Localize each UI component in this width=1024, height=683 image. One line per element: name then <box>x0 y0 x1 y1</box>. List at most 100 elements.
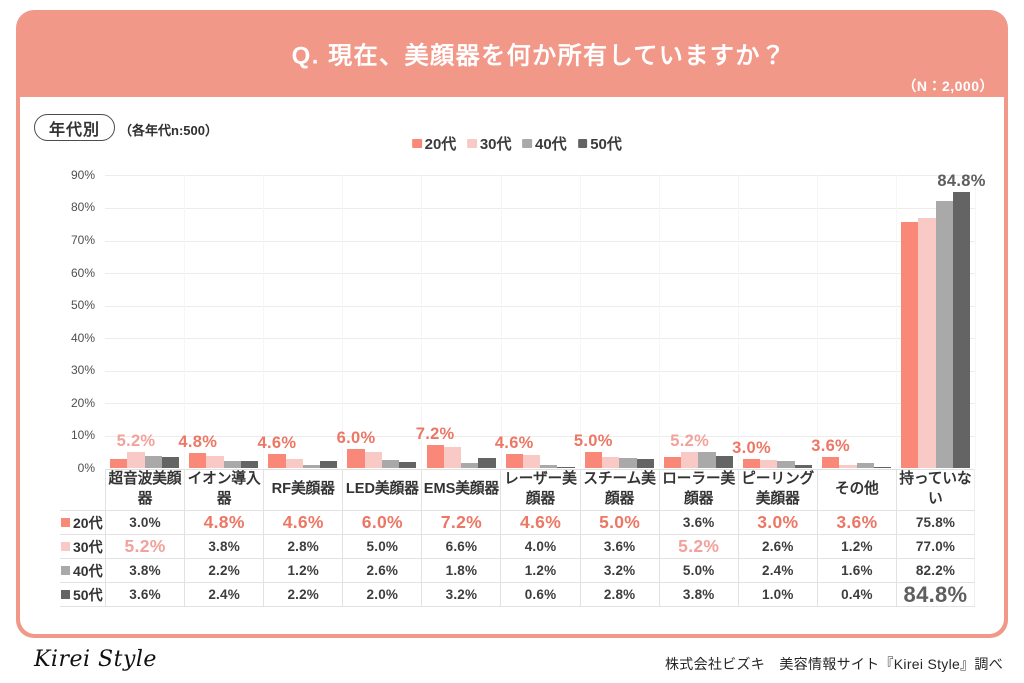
category-separator <box>421 175 423 469</box>
bar-20代-RF美顔器 <box>268 453 286 469</box>
value-cell-20代-EMS美顔器: 7.2% <box>421 511 501 535</box>
value-cell-30代-スチーム美顔器: 3.6% <box>579 535 659 559</box>
page-title: Q. 現在、美顔器を何か所有していますか？ <box>291 42 787 70</box>
category-separator <box>184 175 186 469</box>
bar-20代-スチーム美顔器 <box>584 452 602 469</box>
legend-swatch-icon <box>467 138 477 149</box>
legend-label: 40代 <box>535 136 567 153</box>
value-cell-50代-RF美顔器: 2.2% <box>263 583 343 607</box>
value-cell-50代-EMS美顔器: 3.2% <box>421 583 501 607</box>
bar-40代-ピーリング美顔器 <box>777 460 795 469</box>
bar-30代-その他 <box>839 464 857 469</box>
card-body <box>20 97 1004 634</box>
age-group-badge-label: 年代別 <box>49 121 101 139</box>
y-axis-tick-label: 50% <box>70 298 95 313</box>
category-separator <box>500 175 502 469</box>
max-value-label: 5.2% <box>670 431 710 450</box>
bar-20代-ピーリング美顔器 <box>742 458 761 469</box>
bar-50代-EMS美顔器 <box>478 458 496 469</box>
value-cell-20代-スチーム美顔器: 5.0% <box>579 511 659 535</box>
age-group-badge: 年代別 <box>34 114 116 141</box>
row-header-label: 20代 <box>73 514 103 531</box>
value-cell-40代-その他: 1.6% <box>816 559 896 583</box>
row-header-50代: 50代 <box>60 583 105 607</box>
bar-40代-持っていない <box>935 200 953 469</box>
row-header-label: 40代 <box>73 562 103 579</box>
bar-50代-スチーム美顔器 <box>636 459 654 469</box>
bar-30代-EMS美顔器 <box>443 447 462 469</box>
max-value-label: 6.0% <box>336 428 376 447</box>
value-cell-50代-持っていない: 84.8% <box>895 582 976 607</box>
gridline <box>105 370 976 372</box>
legend-label: 50代 <box>590 136 622 153</box>
legend-swatch-icon <box>412 138 422 149</box>
bar-40代-EMS美顔器 <box>461 462 479 469</box>
row-header-40代: 40代 <box>60 559 105 583</box>
max-value-label: 84.8% <box>937 172 986 191</box>
credit-text: 株式会社ビズキ 美容情報サイト『Kirei Style』調べ <box>664 656 1003 672</box>
y-axis-tick-label: 30% <box>70 363 95 378</box>
value-cell-40代-レーザー美顔器: 1.2% <box>500 559 580 583</box>
value-cell-30代-その他: 1.2% <box>816 535 896 559</box>
bar-20代-超音波美顔器 <box>110 458 128 469</box>
max-value-label: 4.6% <box>494 433 534 452</box>
bar-40代-LED美顔器 <box>381 460 400 469</box>
value-cell-30代-イオン導入器: 3.8% <box>184 535 264 559</box>
brand-logo: Kirei Style <box>34 647 157 672</box>
value-cell-50代-LED美顔器: 2.0% <box>342 583 422 607</box>
bar-20代-イオン導入器 <box>189 452 207 469</box>
bar-30代-超音波美顔器 <box>127 451 145 469</box>
value-cell-30代-持っていない: 77.0% <box>895 535 976 559</box>
bar-30代-レーザー美顔器 <box>522 455 541 469</box>
value-cell-40代-ローラー美顔器: 5.0% <box>658 559 738 583</box>
bar-20代-LED美顔器 <box>347 448 365 469</box>
y-axis-tick-label: 20% <box>70 395 95 410</box>
bar-30代-RF美顔器 <box>285 459 303 469</box>
category-separator <box>342 175 344 469</box>
bar-20代-その他 <box>822 456 840 469</box>
bar-30代-LED美顔器 <box>364 452 382 469</box>
value-cell-40代-LED美顔器: 2.6% <box>342 559 422 583</box>
column-header-ローラー美顔器: ローラー美顔器 <box>658 468 738 511</box>
gridline <box>105 175 976 177</box>
value-cell-40代-RF美顔器: 1.2% <box>263 559 343 583</box>
y-axis-tick-label: 90% <box>70 167 95 182</box>
table-corner-cell <box>60 469 105 511</box>
row-header-20代: 20代 <box>60 511 105 535</box>
value-cell-50代-その他: 0.4% <box>816 583 896 607</box>
bar-40代-イオン導入器 <box>223 461 241 469</box>
value-cell-40代-超音波美顔器: 3.8% <box>105 559 185 583</box>
category-separator <box>975 175 977 469</box>
bar-30代-持っていない <box>918 217 936 469</box>
row-header-30代: 30代 <box>60 535 105 559</box>
bar-50代-LED美顔器 <box>399 461 417 469</box>
row-swatch-icon <box>61 518 70 527</box>
category-separator <box>579 175 581 469</box>
column-header-イオン導入器: イオン導入器 <box>184 468 264 511</box>
max-value-label: 4.6% <box>257 433 297 452</box>
category-separator <box>658 175 660 469</box>
category-separator <box>896 175 897 469</box>
row-header-label: 50代 <box>73 586 103 603</box>
gridline <box>105 207 976 209</box>
category-separator <box>263 175 265 469</box>
gridline <box>105 273 976 275</box>
bar-40代-超音波美顔器 <box>144 456 162 469</box>
value-cell-20代-レーザー美顔器: 4.6% <box>500 511 580 535</box>
value-cell-50代-ローラー美顔器: 3.8% <box>658 583 738 607</box>
gridline <box>105 338 976 340</box>
value-cell-20代-RF美顔器: 4.6% <box>263 511 343 535</box>
column-header-超音波美顔器: 超音波美顔器 <box>105 468 185 511</box>
row-header-label: 30代 <box>73 538 103 555</box>
column-header-EMS美顔器: EMS美顔器 <box>421 468 501 511</box>
bar-40代-その他 <box>856 463 874 469</box>
bar-50代-RF美顔器 <box>320 461 338 469</box>
legend-swatch-icon <box>577 138 588 149</box>
bar-50代-イオン導入器 <box>241 460 259 469</box>
legend-item-30代: 30代 <box>467 133 512 154</box>
y-axis-tick-label: 80% <box>70 200 95 215</box>
bar-30代-スチーム美顔器 <box>601 456 620 469</box>
row-swatch-icon <box>61 542 70 551</box>
value-cell-20代-ローラー美顔器: 3.6% <box>658 511 738 535</box>
chart-legend: 20代 30代 40代 50代 <box>412 133 622 154</box>
